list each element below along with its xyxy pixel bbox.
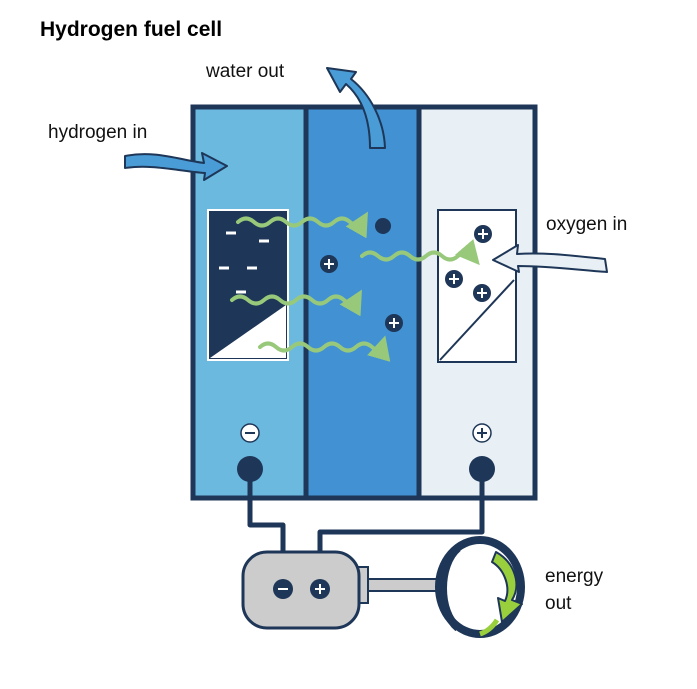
oxygen-atom	[375, 218, 391, 234]
electron-minus-signs	[219, 231, 269, 294]
flywheel-front-rim	[439, 544, 461, 632]
proton-plus	[473, 284, 491, 302]
negative-terminal-symbol	[240, 423, 260, 443]
motor-body	[241, 550, 361, 630]
rotation-tail	[479, 618, 500, 637]
energy-out-label-line2: out	[545, 593, 572, 614]
hydrogen-in-label: hydrogen in	[48, 122, 147, 143]
wave-arrow	[230, 289, 362, 317]
energy-out-label-line1: energy	[545, 566, 604, 587]
wave-arrow	[258, 335, 391, 362]
water-out-arrow	[326, 67, 386, 149]
positive-terminal-symbol	[472, 423, 492, 443]
hydrogen-in-arrow	[124, 152, 228, 181]
diagram-title: Hydrogen fuel cell	[40, 18, 222, 41]
anode-terminal	[237, 456, 263, 482]
anode-electrode	[207, 209, 289, 361]
flow-waves	[230, 211, 480, 362]
proton-plus	[320, 255, 338, 273]
proton-plus	[385, 314, 403, 332]
oxygen-in-arrow	[492, 244, 608, 273]
motor-negative-terminal	[273, 579, 293, 599]
proton-plus	[445, 270, 463, 288]
wave-arrow	[360, 239, 480, 266]
flywheel	[435, 536, 525, 638]
cathode-terminal	[469, 456, 495, 482]
water-out-label: water out	[205, 61, 285, 82]
particles	[320, 218, 492, 332]
motor-positive-terminal	[310, 579, 330, 599]
wave-arrow	[236, 211, 368, 239]
oxygen-in-label: oxygen in	[546, 214, 627, 235]
rotation-arrow	[491, 551, 523, 623]
proton-plus	[474, 225, 492, 243]
